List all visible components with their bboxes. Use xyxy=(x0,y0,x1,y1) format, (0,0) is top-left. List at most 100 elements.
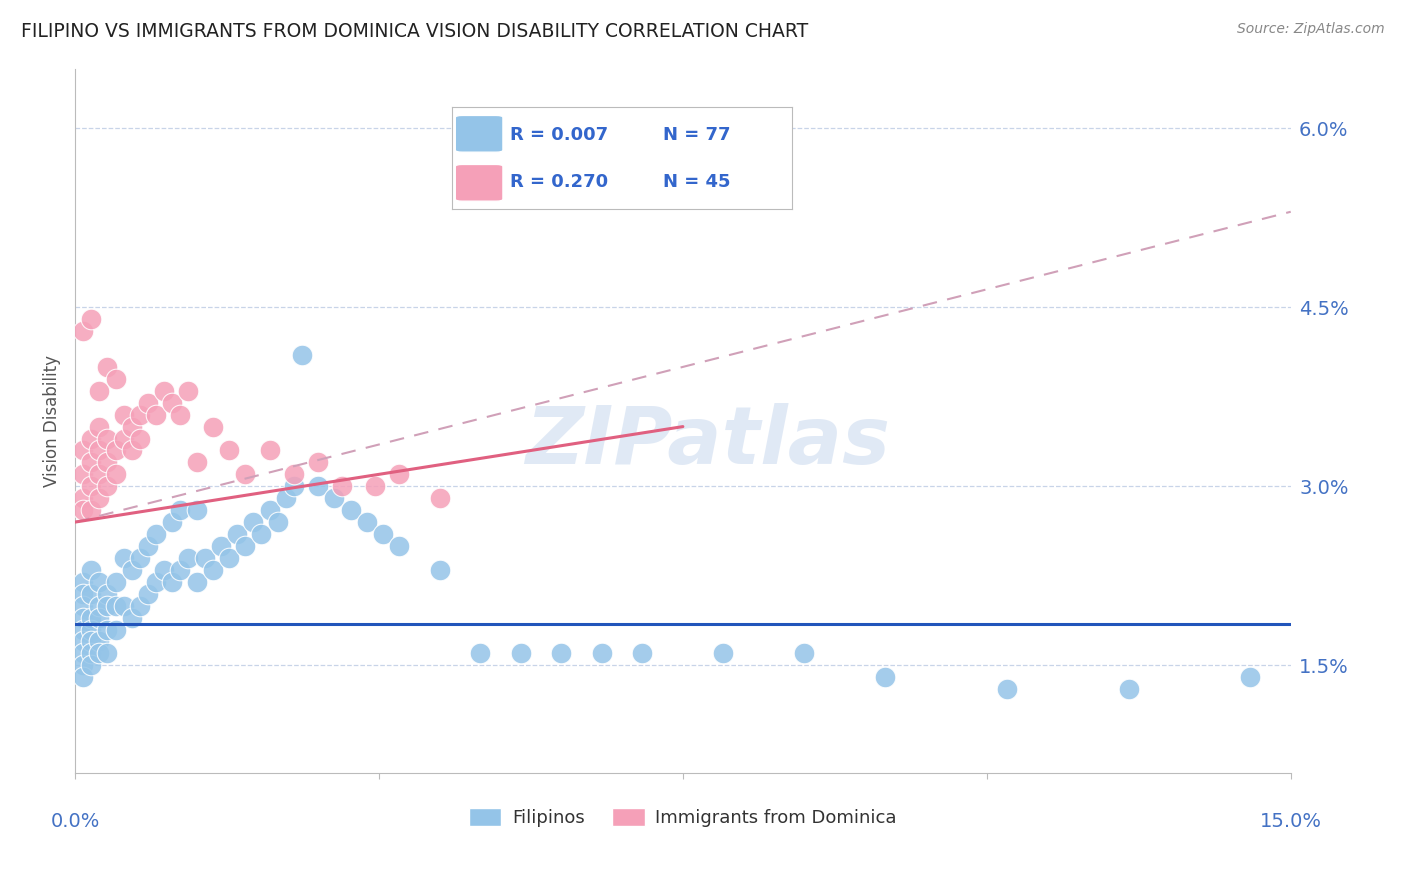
Point xyxy=(226,527,249,541)
Point xyxy=(89,491,111,506)
Point xyxy=(128,408,150,422)
Point xyxy=(233,539,256,553)
Point xyxy=(153,384,176,398)
Point xyxy=(713,646,735,660)
Point xyxy=(201,563,224,577)
Point xyxy=(89,467,111,482)
Point xyxy=(136,539,159,553)
Point xyxy=(283,467,305,482)
Point xyxy=(429,491,451,506)
Point xyxy=(96,359,118,374)
Point xyxy=(104,467,127,482)
Point xyxy=(72,443,94,458)
Point xyxy=(121,563,143,577)
Point xyxy=(72,658,94,673)
Point xyxy=(509,646,531,660)
Point xyxy=(128,550,150,565)
Point xyxy=(89,634,111,648)
Point xyxy=(145,574,167,589)
Text: FILIPINO VS IMMIGRANTS FROM DOMINICA VISION DISABILITY CORRELATION CHART: FILIPINO VS IMMIGRANTS FROM DOMINICA VIS… xyxy=(21,22,808,41)
Point xyxy=(233,467,256,482)
Point xyxy=(96,479,118,493)
Point xyxy=(145,408,167,422)
Point xyxy=(136,395,159,409)
Point xyxy=(323,491,346,506)
Point xyxy=(96,432,118,446)
Point xyxy=(242,515,264,529)
Point xyxy=(153,563,176,577)
Point xyxy=(80,455,103,469)
Point xyxy=(104,372,127,386)
Point xyxy=(995,682,1018,697)
Point xyxy=(89,419,111,434)
Point xyxy=(89,574,111,589)
Point xyxy=(80,432,103,446)
Point xyxy=(112,550,135,565)
Point xyxy=(339,503,361,517)
Point xyxy=(89,610,111,624)
Point xyxy=(145,527,167,541)
Point xyxy=(96,587,118,601)
Point xyxy=(364,479,387,493)
Point xyxy=(80,479,103,493)
Point xyxy=(89,443,111,458)
Point xyxy=(186,574,208,589)
Point xyxy=(80,563,103,577)
Point xyxy=(307,455,329,469)
Point xyxy=(72,599,94,613)
Text: 0.0%: 0.0% xyxy=(51,812,100,830)
Point xyxy=(186,455,208,469)
Point xyxy=(332,479,354,493)
Point xyxy=(388,539,411,553)
Point xyxy=(96,599,118,613)
Y-axis label: Vision Disability: Vision Disability xyxy=(44,355,60,487)
Point xyxy=(274,491,297,506)
Point xyxy=(307,479,329,493)
Point xyxy=(80,658,103,673)
Point xyxy=(104,599,127,613)
Point xyxy=(96,623,118,637)
Point xyxy=(80,623,103,637)
Point xyxy=(96,646,118,660)
Point xyxy=(89,599,111,613)
Point xyxy=(793,646,815,660)
Text: 15.0%: 15.0% xyxy=(1260,812,1322,830)
Point xyxy=(72,610,94,624)
Point xyxy=(112,432,135,446)
Point xyxy=(121,443,143,458)
Point xyxy=(89,384,111,398)
Point xyxy=(1118,682,1140,697)
Point xyxy=(136,587,159,601)
Point xyxy=(89,646,111,660)
Point xyxy=(162,574,184,589)
Point xyxy=(259,443,281,458)
Point xyxy=(429,563,451,577)
Point xyxy=(169,408,191,422)
Point xyxy=(72,324,94,338)
Point xyxy=(128,432,150,446)
Point xyxy=(96,455,118,469)
Point xyxy=(266,515,288,529)
Point xyxy=(104,623,127,637)
Point xyxy=(371,527,394,541)
Point xyxy=(80,312,103,326)
Point xyxy=(356,515,378,529)
Point xyxy=(186,503,208,517)
Point xyxy=(72,623,94,637)
Point xyxy=(177,550,200,565)
Point xyxy=(201,419,224,434)
Point xyxy=(72,646,94,660)
Point xyxy=(72,467,94,482)
Point xyxy=(72,670,94,684)
Point xyxy=(291,348,314,362)
Point xyxy=(218,443,240,458)
Point xyxy=(631,646,654,660)
Point xyxy=(388,467,411,482)
Point xyxy=(177,384,200,398)
Point xyxy=(591,646,613,660)
Point xyxy=(194,550,217,565)
Point xyxy=(162,515,184,529)
Point xyxy=(80,587,103,601)
Point xyxy=(112,599,135,613)
Point xyxy=(470,646,492,660)
